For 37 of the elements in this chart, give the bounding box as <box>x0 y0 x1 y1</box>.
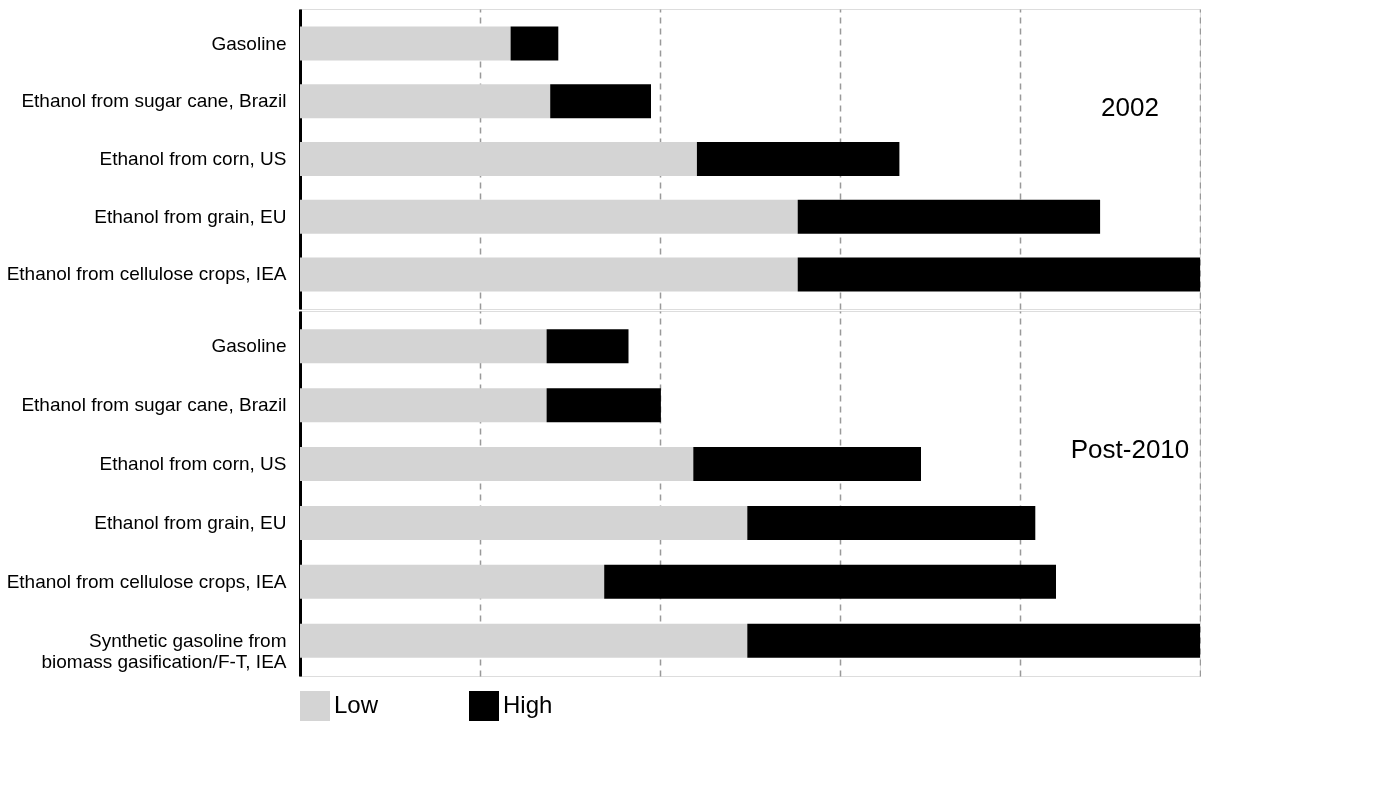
bar <box>300 84 551 119</box>
bar <box>696 142 900 176</box>
y-tick-label: Ethanol from cellulose crops, IEA <box>6 263 287 285</box>
y-tick-label: Synthetic gasoline from biomass gasification/F-T, IEA <box>41 629 287 672</box>
y-tick-label: Ethanol from sugar cane, Brazil <box>21 394 287 416</box>
bar <box>550 84 651 119</box>
bar <box>546 329 629 364</box>
bar <box>546 388 661 423</box>
bar <box>300 447 694 482</box>
bar <box>604 564 1056 599</box>
bar <box>300 26 511 61</box>
bar <box>300 199 798 234</box>
y-tick-label: Gasoline <box>211 32 287 54</box>
legend-label: High <box>503 691 553 718</box>
bar <box>693 447 921 482</box>
y-tick-label: Gasoline <box>211 335 287 357</box>
bar <box>300 564 605 599</box>
text: Post-2010 <box>1070 433 1190 464</box>
bar <box>300 257 798 292</box>
bar <box>747 623 1200 658</box>
bar <box>300 388 547 423</box>
y-tick-label: Ethanol from corn, US <box>99 453 287 475</box>
bar <box>300 505 748 540</box>
bar <box>797 199 1101 234</box>
bar <box>797 257 1200 292</box>
y-tick-label: Ethanol from grain, EU <box>94 511 287 533</box>
legend-label: Low <box>334 691 379 718</box>
bar <box>300 329 547 364</box>
y-tick-label: Ethanol from sugar cane, Brazil <box>21 90 287 112</box>
bar <box>747 505 1036 540</box>
text: 2002 <box>1101 92 1159 122</box>
bar <box>300 142 697 176</box>
bar <box>510 26 559 61</box>
y-tick-label: Ethanol from grain, EU <box>94 205 287 227</box>
bar <box>300 623 748 658</box>
y-tick-label: Ethanol from cellulose crops, IEA <box>6 570 287 592</box>
y-tick-label: Ethanol from corn, US <box>99 148 287 169</box>
